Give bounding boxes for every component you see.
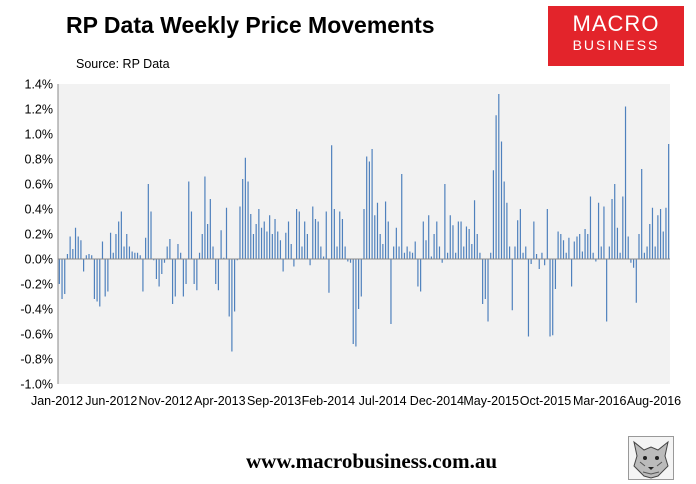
x-tick-label: May-2015: [463, 394, 519, 408]
y-axis-ticks: 1.4% 1.2% 1.0% 0.8% 0.6% 0.4% 0.2% 0.0% -0.2% -0.…: [20, 78, 53, 392]
y-tick-label: 1.2%: [25, 103, 54, 117]
footer-website: www.macrobusiness.com.au: [246, 449, 498, 473]
x-tick-label: Jul-2014: [359, 394, 407, 408]
y-tick-label: -1.0%: [20, 378, 53, 392]
x-tick-label: Jun-2012: [85, 394, 137, 408]
y-tick-label: 0.6%: [25, 178, 54, 192]
y-tick-label: 0.2%: [25, 228, 54, 242]
x-tick-label: Dec-2014: [410, 394, 464, 408]
logo-text-business: BUSINESS: [572, 37, 660, 53]
x-tick-label: Apr-2013: [194, 394, 245, 408]
y-tick-label: -0.2%: [20, 278, 53, 292]
y-tick-label: 1.0%: [25, 128, 54, 142]
y-tick-label: 0.4%: [25, 203, 54, 217]
wolf-icon: [628, 436, 674, 480]
chart-title: RP Data Weekly Price Movements: [66, 12, 435, 38]
y-tick-label: -0.8%: [20, 353, 53, 367]
x-tick-label: Jan-2012: [31, 394, 83, 408]
y-tick-label: 0.0%: [25, 253, 54, 267]
x-tick-label: Oct-2015: [520, 394, 571, 408]
x-tick-label: Mar-2016: [573, 394, 627, 408]
y-tick-label: 0.8%: [25, 153, 54, 167]
x-axis-ticks: Jan-2012 Jun-2012 Nov-2012 Apr-2013 Sep-2013…: [31, 394, 681, 408]
x-tick-label: Feb-2014: [302, 394, 356, 408]
x-tick-label: Sep-2013: [247, 394, 301, 408]
chart-source: Source: RP Data: [76, 57, 170, 71]
y-tick-label: 1.4%: [25, 78, 54, 92]
x-tick-label: Aug-2016: [627, 394, 681, 408]
logo-text-macro: MACRO: [572, 11, 660, 36]
macrobusiness-logo: MACRO BUSINESS: [548, 6, 684, 66]
y-tick-label: -0.6%: [20, 328, 53, 342]
bar-series: [58, 94, 670, 352]
y-tick-label: -0.4%: [20, 303, 53, 317]
x-tick-label: Nov-2012: [138, 394, 192, 408]
